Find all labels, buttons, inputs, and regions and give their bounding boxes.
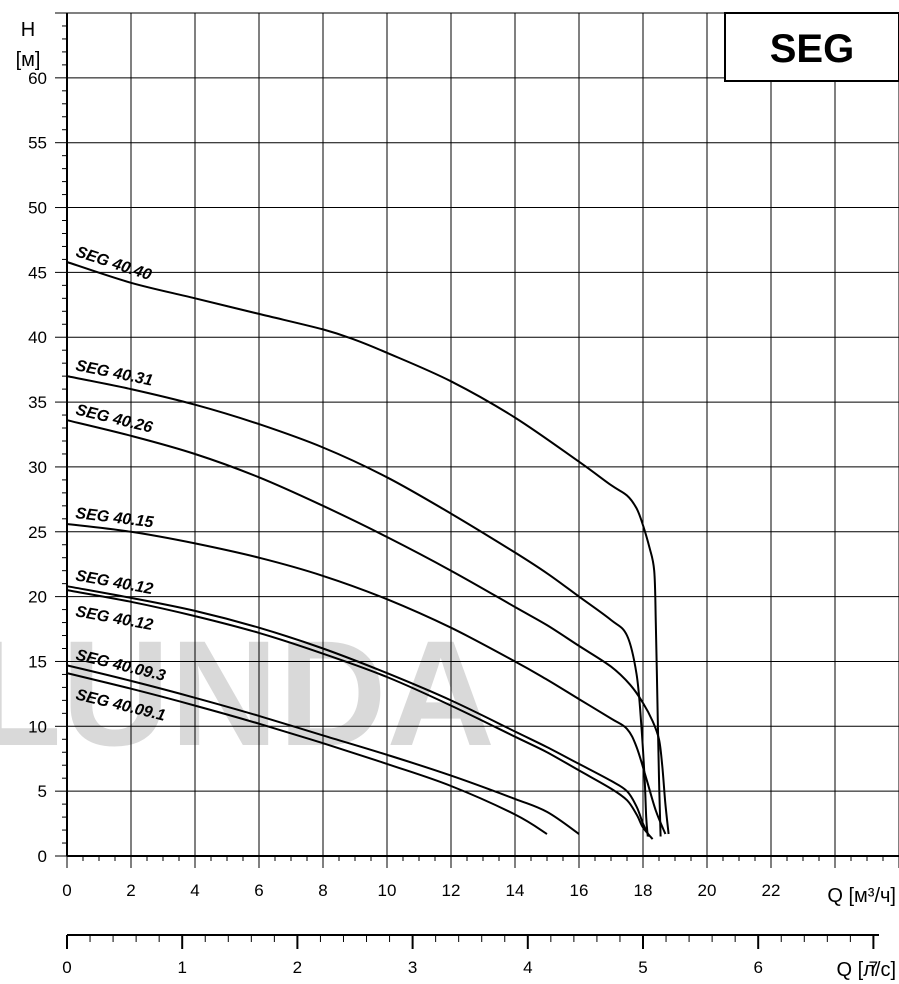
series-line (66, 589, 654, 840)
x-primary-tick-label: 8 (318, 881, 327, 900)
x-secondary-tick-label: 1 (177, 958, 186, 977)
y-tick-label: 60 (28, 69, 47, 88)
y-tick-label: 0 (38, 847, 47, 866)
y-axis-label: H (21, 19, 35, 41)
x-secondary-tick-label: 6 (753, 958, 762, 977)
y-tick-label: 40 (28, 328, 47, 347)
series-line (66, 261, 662, 837)
y-tick-label: 10 (28, 717, 47, 736)
y-tick-label: 30 (28, 458, 47, 477)
y-tick-label: 55 (28, 134, 47, 153)
y-axis-unit: [м] (16, 49, 41, 71)
x-primary-tick-label: 6 (254, 881, 263, 900)
series-label: SEG 40.15 (75, 505, 156, 531)
x-primary-tick-label: 18 (634, 881, 653, 900)
series-layer (66, 261, 670, 840)
series-line (66, 375, 649, 837)
y-tick-label: 15 (28, 652, 47, 671)
x-axis-primary-label: Q [м³/ч] (827, 885, 896, 907)
x-secondary-tick-label: 2 (293, 958, 302, 977)
x-primary-tick-label: 16 (570, 881, 589, 900)
series-line (66, 664, 580, 835)
x-axis-secondary-label: Q [л/с] (837, 959, 896, 981)
x-primary-tick-label: 0 (62, 881, 71, 900)
y-tick-label: 50 (28, 199, 47, 218)
series-line (66, 672, 548, 835)
watermark-text: LUNDA (0, 609, 495, 777)
y-tick-label: 20 (28, 588, 47, 607)
x-primary-tick-label: 14 (506, 881, 525, 900)
x-primary-tick-label: 20 (698, 881, 717, 900)
brand-badge-frame (724, 12, 899, 82)
brand-badge-label: SEG (770, 27, 854, 71)
y-tick-label: 35 (28, 393, 47, 412)
y-tick-label: 45 (28, 263, 47, 282)
x-primary-tick-label: 4 (190, 881, 199, 900)
series-line (66, 585, 651, 837)
x-primary-tick-label: 22 (762, 881, 781, 900)
x-primary-tick-label: 12 (442, 881, 461, 900)
x-secondary-tick-label: 4 (523, 958, 532, 977)
x-secondary-tick-label: 5 (638, 958, 647, 977)
y-tick-label: 25 (28, 523, 47, 542)
x-primary-tick-label: 10 (378, 881, 397, 900)
series-line (66, 523, 667, 835)
x-primary-tick-label: 2 (126, 881, 135, 900)
series-line (66, 419, 670, 835)
x-secondary-tick-label: 0 (62, 958, 71, 977)
x-secondary-tick-label: 3 (408, 958, 417, 977)
x-secondary-tick-label: 7 (869, 958, 878, 977)
brand-badge: SEG (724, 12, 899, 82)
y-tick-label: 5 (38, 782, 47, 801)
